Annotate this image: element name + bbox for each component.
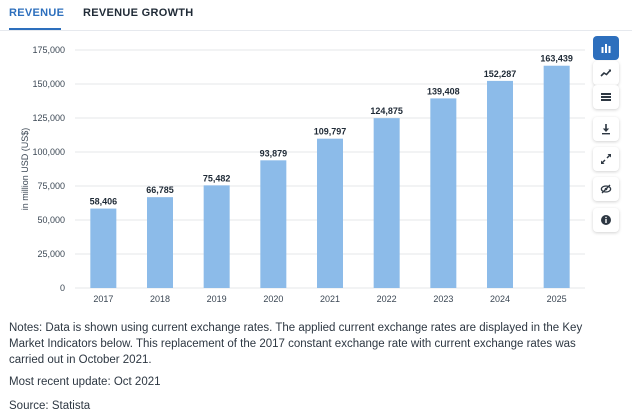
value-label: 124,875: [370, 106, 403, 116]
bar-2023[interactable]: [430, 98, 457, 288]
y-tick-label: 125,000: [32, 113, 65, 123]
y-tick-label: 0: [60, 283, 65, 293]
bar-2024[interactable]: [487, 80, 513, 288]
info-button[interactable]: [593, 208, 619, 232]
fullscreen-button[interactable]: [593, 147, 619, 171]
x-tick-label: 2021: [320, 294, 340, 304]
value-label: 93,879: [260, 148, 288, 158]
table-button[interactable]: [593, 85, 619, 109]
bar-2021[interactable]: [317, 138, 343, 288]
download-icon: [602, 124, 610, 135]
y-tick-label: 175,000: [32, 45, 65, 55]
x-tick-label: 2022: [377, 294, 397, 304]
source-text: Source: Statista: [9, 400, 91, 412]
y-axis-label: in million USD (US$): [20, 128, 30, 211]
y-tick-label: 25,000: [37, 249, 65, 259]
line-chart-icon: [600, 69, 612, 77]
tab-divider: [0, 30, 632, 31]
table-icon: [601, 93, 611, 101]
line-chart-button[interactable]: [593, 61, 619, 85]
x-tick-label: 2017: [93, 294, 113, 304]
value-label: 66,785: [146, 185, 174, 195]
bar-2022[interactable]: [373, 118, 400, 288]
x-tick-label: 2018: [150, 294, 170, 304]
hide-button[interactable]: [593, 177, 619, 201]
info-icon: [601, 215, 611, 225]
bar-2025[interactable]: [543, 65, 570, 288]
bar-2018[interactable]: [147, 197, 173, 288]
tab-revenue-growth[interactable]: REVENUE GROWTH: [83, 7, 194, 19]
x-tick-label: 2019: [207, 294, 227, 304]
tab-revenue[interactable]: REVENUE: [9, 7, 65, 19]
value-label: 152,287: [484, 69, 517, 79]
value-labels: 58,406 66,785 75,482 93,879 109,797 124,875 13…: [90, 54, 573, 207]
revenue-bar-chart: 0 25,000 50,000 75,000 100,000 125,000 150,000…: [20, 45, 585, 304]
active-tab-indicator: [9, 28, 61, 30]
value-label: 139,408: [427, 86, 460, 96]
x-tick-label: 2025: [547, 294, 567, 304]
chart-notes: Notes: Data is shown using current excha…: [9, 320, 609, 368]
y-tick-label: 150,000: [32, 79, 65, 89]
hide-icon: [600, 184, 612, 194]
y-tick-label: 75,000: [37, 181, 65, 191]
bars: [90, 65, 570, 288]
value-label: 109,797: [314, 127, 347, 137]
bar-chart-icon: [601, 44, 611, 53]
tab-bar: REVENUE REVENUE GROWTH: [0, 0, 632, 31]
notes-text: Notes: Data is shown using current excha…: [9, 322, 583, 366]
y-tick-label: 100,000: [32, 147, 65, 157]
x-tick-label: 2020: [263, 294, 283, 304]
bar-2017[interactable]: [90, 208, 117, 288]
last-update-text: Most recent update: Oct 2021: [9, 376, 161, 388]
x-tick-label: 2023: [433, 294, 453, 304]
fullscreen-icon: [601, 154, 611, 164]
x-tick-labels: 2017 2018 2019 2020 2021 2022 2023 2024 2025: [93, 294, 566, 304]
value-label: 75,482: [203, 173, 231, 183]
value-label: 58,406: [90, 197, 118, 207]
download-button[interactable]: [593, 117, 619, 141]
x-tick-label: 2024: [490, 294, 510, 304]
y-tick-labels: 0 25,000 50,000 75,000 100,000 125,000 150,000…: [32, 45, 65, 293]
bar-2019[interactable]: [203, 185, 230, 288]
bar-chart-button[interactable]: [593, 36, 619, 60]
y-tick-label: 50,000: [37, 215, 65, 225]
bar-2020[interactable]: [260, 160, 287, 288]
value-label: 163,439: [540, 54, 573, 64]
